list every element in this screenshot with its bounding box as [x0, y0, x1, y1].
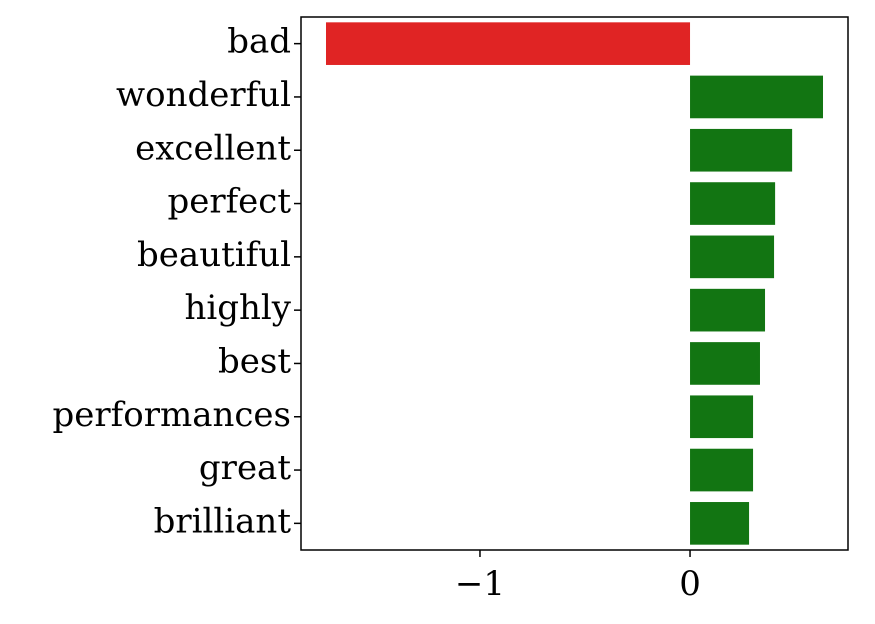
y-tick-label: perfect — [167, 182, 291, 222]
y-tick-label: best — [218, 341, 291, 381]
bar — [690, 128, 793, 172]
plot-frame — [300, 16, 849, 551]
y-tick-label: brilliant — [154, 501, 292, 541]
x-tick-label: 0 — [679, 564, 701, 604]
bar — [325, 22, 691, 65]
bar — [690, 342, 760, 385]
x-tick-label: −1 — [455, 564, 505, 604]
y-tick-label: wonderful — [116, 75, 291, 115]
y-tick-label: highly — [184, 288, 291, 328]
bar — [690, 395, 754, 439]
y-tick-label: bad — [227, 22, 291, 62]
bar — [690, 448, 754, 492]
bar — [690, 235, 775, 279]
y-tick-label: great — [199, 448, 291, 488]
y-tick-label: excellent — [135, 128, 291, 168]
y-tick-label: beautiful — [137, 235, 291, 275]
bar — [690, 75, 824, 119]
bar — [690, 502, 750, 545]
bar — [690, 182, 776, 225]
y-tick-label: performances — [53, 395, 291, 435]
bar — [690, 288, 766, 332]
